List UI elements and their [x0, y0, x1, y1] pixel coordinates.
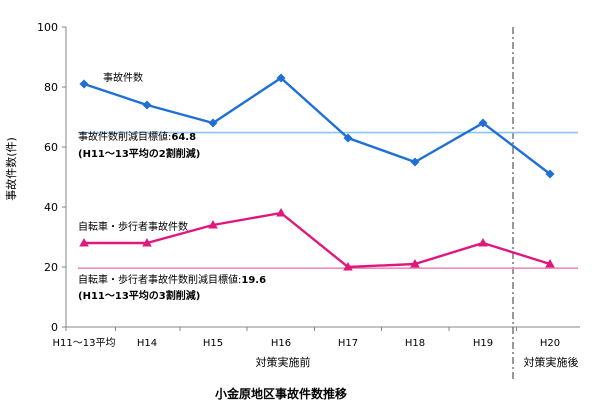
x-tick-label: H15	[203, 338, 223, 349]
target-label-text: 事故件数削減目標値:	[78, 130, 171, 143]
x-tick-label: H17	[338, 338, 358, 349]
y-tick-label: 20	[44, 261, 58, 274]
y-tick-label: 60	[44, 141, 58, 154]
x-tick-label: H18	[405, 338, 425, 349]
target-label-note: (H11～13平均の2割削減)	[78, 147, 200, 160]
triangle-marker	[478, 238, 488, 247]
target-label-value: 64.8	[171, 132, 196, 143]
y-tick-label: 40	[44, 201, 58, 214]
x-tick-label: H14	[137, 338, 157, 349]
diamond-marker	[343, 133, 353, 143]
target-label-2: 自転車・歩行者事故件数削減目標値:19.6	[78, 273, 266, 286]
triangle-marker	[79, 238, 89, 247]
diamond-marker	[276, 73, 286, 83]
target-label-text: 自転車・歩行者事故件数削減目標値:	[78, 273, 241, 286]
triangle-marker	[410, 259, 420, 268]
triangle-marker	[142, 238, 152, 247]
triangle-marker	[276, 208, 286, 217]
y-tick-label: 100	[37, 21, 58, 34]
diamond-marker	[410, 157, 420, 167]
y-axis-label: 事故件数(件)	[4, 137, 18, 201]
diamond-marker	[142, 100, 152, 110]
target-label-1: 事故件数削減目標値:64.8	[78, 130, 196, 143]
y-tick-label: 0	[51, 321, 58, 334]
x-tick-label: H16	[271, 338, 291, 349]
period-label-after: 対策実施後	[524, 355, 579, 369]
triangle-marker	[343, 262, 353, 271]
series-line-2	[84, 211, 551, 269]
series-label-accidents: 事故件数	[103, 71, 143, 84]
triangle-marker	[208, 220, 218, 229]
period-label-before: 対策実施前	[256, 355, 311, 369]
x-tick-label: H19	[473, 338, 493, 349]
series-label-bicycle-pedestrian: 自転車・歩行者事故件数	[78, 220, 188, 233]
diamond-marker	[79, 79, 89, 89]
x-tick-label: H20	[540, 338, 560, 349]
chart-title: 小金原地区事故件数推移	[215, 386, 347, 401]
diamond-marker	[545, 169, 555, 179]
x-tick-label: H11～13平均	[53, 337, 116, 349]
series-line-1	[83, 76, 551, 175]
y-tick-label: 80	[44, 81, 58, 94]
diamond-marker	[208, 118, 218, 128]
target-label-note: (H11～13平均の3割削減)	[78, 289, 200, 302]
target-label-value: 19.6	[241, 275, 266, 286]
diamond-marker	[478, 118, 488, 128]
triangle-marker	[545, 259, 555, 268]
